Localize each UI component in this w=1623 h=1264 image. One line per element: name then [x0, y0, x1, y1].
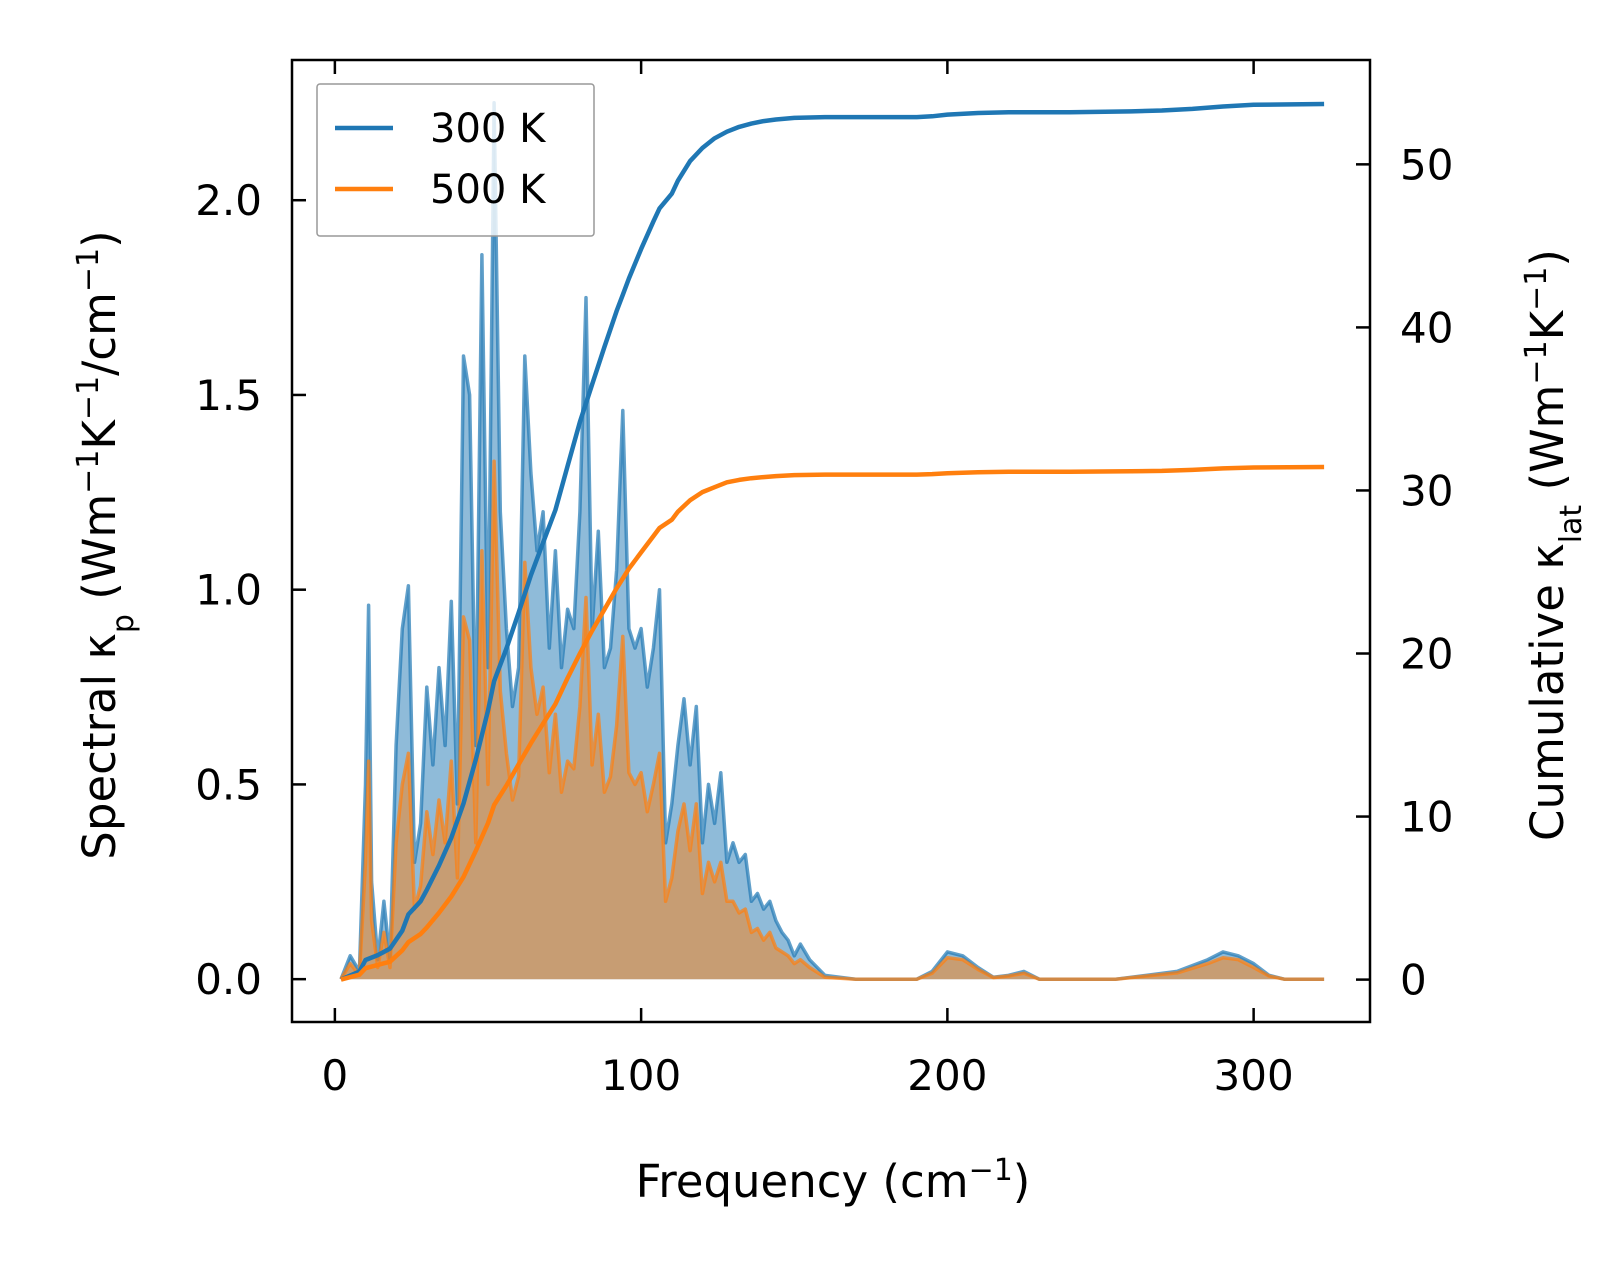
y-right-tick-label: 40	[1400, 303, 1453, 352]
cumulative-line-300k	[340, 101, 1325, 982]
y-left-tick-label: 1.5	[195, 371, 262, 420]
y-axis-left-label: Spectral κp (Wm−1K−1/cm−1)	[71, 230, 141, 859]
spectral-area-500k	[341, 461, 1325, 980]
y-right-tick-label: 20	[1400, 630, 1453, 679]
axes-frame	[290, 58, 1372, 1024]
legend-box	[316, 83, 595, 237]
y-right-tick-label: 0	[1400, 956, 1427, 1005]
y-left-tick-label: 0.5	[195, 760, 262, 809]
y-left-tick-label: 0.0	[195, 955, 262, 1004]
legend-label-500k: 500 K	[430, 167, 547, 213]
x-tick-label: 300	[1214, 1051, 1294, 1100]
x-tick-label: 100	[601, 1051, 681, 1100]
y-left-tick-label: 1.0	[195, 566, 262, 615]
y-right-tick-label: 10	[1400, 793, 1453, 842]
y-right-tick-label: 30	[1400, 466, 1453, 515]
plot-area	[339, 101, 1325, 982]
cumulative-line-500k	[340, 464, 1325, 982]
spectral-line-500k	[339, 459, 1325, 981]
ticks: 0 100 200 300 0.0 0.5 1.0 1.5 2.0 0 10 20 30 40 50	[195, 60, 1453, 1100]
legend: 300 K 500 K	[316, 83, 595, 237]
y-right-tick-label: 50	[1400, 140, 1453, 189]
y-left-tick-label: 2.0	[195, 176, 262, 225]
x-axis-label: Frequency (cm−1)	[636, 1153, 1031, 1209]
spectral-line-300k	[339, 101, 1325, 981]
x-tick-label: 200	[907, 1051, 987, 1100]
y-axis-right-label: Cumulative κlat (Wm−1K−1)	[1519, 249, 1589, 841]
legend-label-300k: 300 K	[430, 106, 547, 152]
x-tick-label: 0	[322, 1051, 349, 1100]
